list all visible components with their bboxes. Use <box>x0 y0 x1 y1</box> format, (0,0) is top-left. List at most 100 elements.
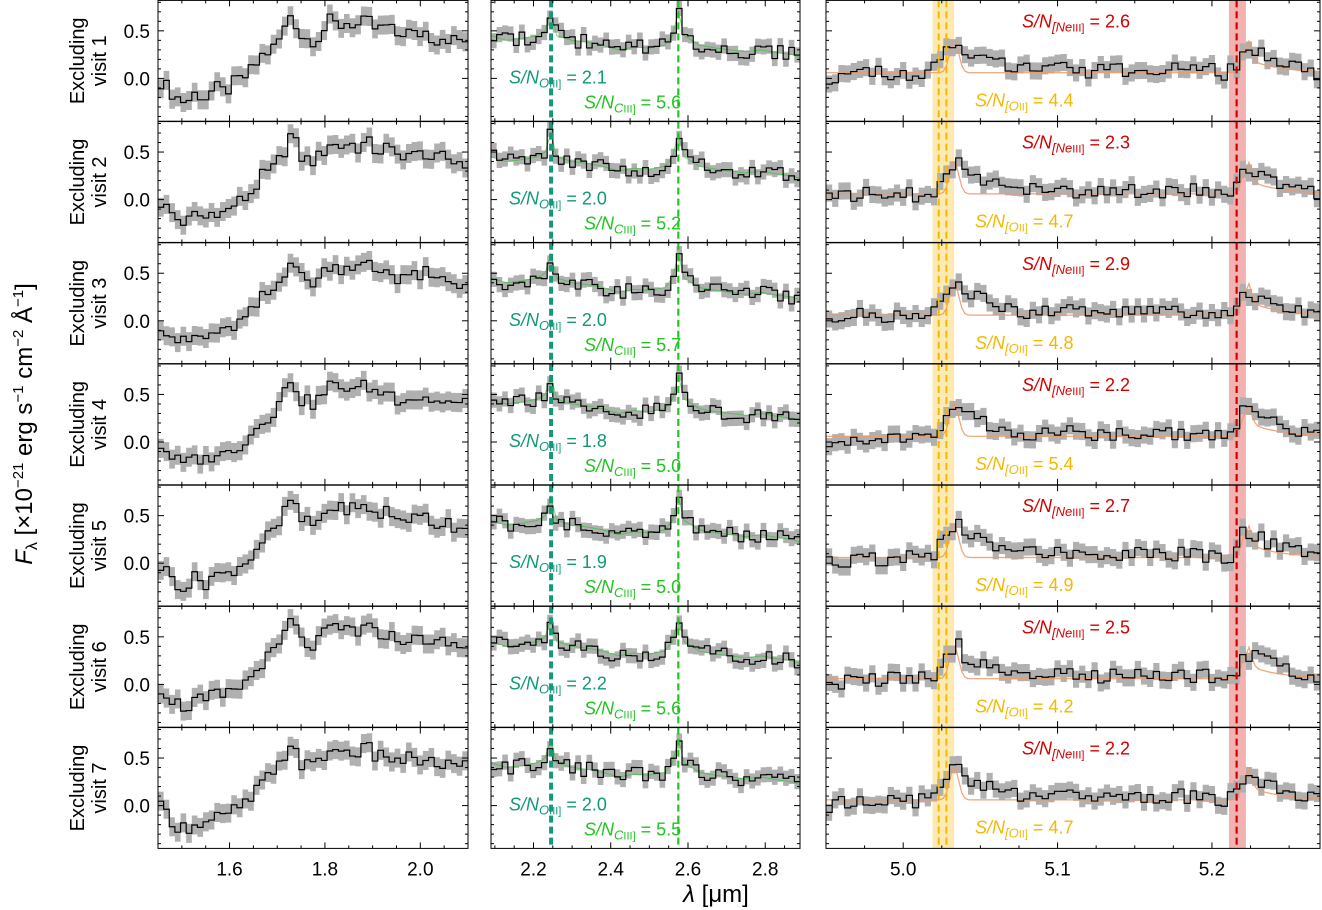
panel-plot-area <box>491 727 800 849</box>
error-band <box>158 250 468 353</box>
x-axis-unit: [μm] <box>695 881 749 908</box>
panel-plot-area <box>158 250 468 353</box>
sn-ciii-label-value: 5.2 <box>656 214 681 234</box>
sn-ciii-label-prefix: S/N <box>584 577 615 597</box>
x-tick-label: 2.2 <box>520 859 546 880</box>
panel-r6-c2: S/NOIII] = 2.2S/NCIII] = 5.6 <box>490 605 801 728</box>
panel-r1-c2: S/NOIII] = 2.1S/NCIII] = 5.6 <box>490 0 801 122</box>
y-tick-label: 0.5 <box>124 749 150 770</box>
panel-plot-area <box>826 121 1320 243</box>
sn-oii-label: S/N[OII] = 4.9 <box>975 575 1073 598</box>
error-band <box>826 630 1320 698</box>
sn-neiii-label-value: 2.9 <box>1105 254 1130 274</box>
sn-neiii-label-element: [Ne <box>1051 625 1072 640</box>
error-band <box>158 733 468 843</box>
sn-oiii-label-value: 2.0 <box>582 795 607 815</box>
sn-oii-label: S/N[OII] = 5.4 <box>975 454 1073 477</box>
sn-oiii-label: S/NOIII] = 2.0 <box>509 795 607 818</box>
sn-neiii-label-element: [Ne <box>1051 141 1072 156</box>
sn-oii-label: S/N[OII] = 4.2 <box>975 696 1073 719</box>
sn-oiii-label-ion: III] <box>549 321 561 333</box>
sn-ciii-label-element: C <box>614 706 624 721</box>
sn-oii-label-eq: = <box>1028 212 1049 232</box>
sn-oii-label-ion: II] <box>1019 465 1028 477</box>
sn-oii-label-element: [O <box>1004 98 1019 113</box>
y-tick-label: 0.0 <box>124 797 150 818</box>
sn-oii-label: S/N[OII] = 4.4 <box>975 90 1073 113</box>
sn-oii-label: S/N[OII] = 4.7 <box>975 818 1073 841</box>
spectrum-line <box>158 499 468 592</box>
sn-ciii-label-prefix: S/N <box>584 820 615 840</box>
panel-r6-c3: S/N[NeIII] = 2.5S/N[OII] = 4.2 <box>825 605 1321 728</box>
sn-oiii-label-value: 2.2 <box>582 673 607 693</box>
error-band <box>491 733 800 794</box>
x-tick-label: 5.0 <box>890 859 916 880</box>
sn-oiii-label-eq: = <box>561 431 582 451</box>
row-label: Excludingvisit 1 <box>67 17 111 104</box>
x-tick-label: 1.8 <box>312 859 338 880</box>
panel-plot-area <box>491 121 800 243</box>
sn-ciii-label: S/NCIII] = 5.0 <box>584 577 681 600</box>
row-label-line1: Excluding <box>67 17 89 104</box>
sn-oiii-label-prefix: S/N <box>509 552 540 572</box>
y-tick-label: 0.5 <box>124 143 150 164</box>
sn-ciii-label: S/NCIII] = 5.2 <box>584 214 681 237</box>
sn-ciii-label: S/NCIII] = 5.6 <box>584 698 681 721</box>
row-label-line2: visit 7 <box>89 762 111 813</box>
sn-ciii-label-ion: III] <box>623 709 635 721</box>
sn-neiii-label-element: [Ne <box>1051 383 1072 398</box>
sn-oiii-label-ion: III] <box>549 806 561 818</box>
sn-oiii-label: S/NOIII] = 2.2 <box>509 673 607 696</box>
error-band <box>826 273 1320 331</box>
spectrum-line <box>158 742 468 834</box>
panel-plot-area <box>826 364 1320 485</box>
sn-ciii-label-element: C <box>614 343 624 358</box>
panel-r2-c1: 0.0 0.5 Excludingvisit 2 <box>67 121 469 243</box>
sn-ciii-label-eq: = <box>636 335 657 355</box>
row-label-line2: visit 4 <box>89 399 111 450</box>
y-tick-label: 0.0 <box>124 675 150 696</box>
sn-oii-label-ion: II] <box>1019 223 1028 235</box>
sn-oii-label-value: 4.4 <box>1048 90 1073 110</box>
row-label-line1: Excluding <box>67 260 89 347</box>
y-axis-sub: λ <box>24 542 41 550</box>
sn-oiii-label-eq: = <box>561 67 582 87</box>
panel-r6-c1: 0.0 0.5 Excludingvisit 6 <box>67 605 469 728</box>
error-band <box>158 609 468 721</box>
sn-oiii-label-value: 2.0 <box>582 310 607 330</box>
sn-neiii-label: S/N[NeIII] = 2.6 <box>1022 11 1130 34</box>
panel-plot-area <box>826 485 1320 606</box>
spectrum-line <box>158 379 468 465</box>
sn-neiii-label-prefix: S/N <box>1022 375 1053 395</box>
sn-oiii-label: S/NOIII] = 2.0 <box>509 310 607 333</box>
sn-ciii-label-value: 5.0 <box>656 456 681 476</box>
sn-oii-label-value: 5.4 <box>1048 454 1073 474</box>
sn-oii-label-value: 4.7 <box>1048 818 1073 838</box>
sn-neiii-label-ion: III] <box>1072 628 1084 640</box>
panel-plot-area <box>158 490 468 601</box>
sn-oii-label-prefix: S/N <box>975 696 1006 716</box>
sn-ciii-label-eq: = <box>636 577 657 597</box>
sn-oiii-label-value: 1.9 <box>582 552 607 572</box>
sn-neiii-label-prefix: S/N <box>1022 496 1053 516</box>
sn-oiii-label-ion: III] <box>549 78 561 90</box>
sn-oiii-label-value: 2.0 <box>582 189 607 209</box>
sn-ciii-label-eq: = <box>636 820 657 840</box>
y-tick-label: 0.5 <box>124 264 150 285</box>
panel-r1-c1: 0.0 0.5 Excludingvisit 1 <box>67 0 469 122</box>
sn-oiii-label-ion: III] <box>549 563 561 575</box>
y-axis-label: Fλ [×10−21 erg s−1 cm−2 Å−1] <box>10 283 41 565</box>
x-tick-label: 2.6 <box>675 859 701 880</box>
sn-neiii-label-eq: = <box>1084 375 1105 395</box>
sn-neiii-label-eq: = <box>1084 496 1105 516</box>
panel-plot-area <box>826 242 1320 364</box>
y-axis-cm: cm <box>11 347 38 386</box>
sn-oiii-label-ion: III] <box>549 684 561 696</box>
x-tick-label: 2.8 <box>752 859 778 880</box>
panel-r7-c3: S/N[NeIII] = 2.2S/N[OII] = 4.75.0 5.1 5.2 <box>825 727 1321 880</box>
sn-oii-label-element: [O <box>1004 220 1019 235</box>
sn-oii-label-ion: II] <box>1019 101 1028 113</box>
panel-plot-area <box>158 370 468 474</box>
error-band <box>158 124 468 235</box>
sn-oii-label-eq: = <box>1028 90 1049 110</box>
